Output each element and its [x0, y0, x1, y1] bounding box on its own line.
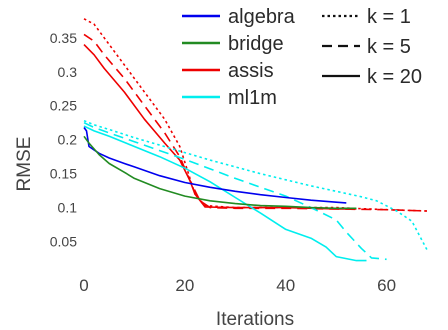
series-line-algebra-k20 [83, 127, 347, 204]
y-tick-label: 0.1 [58, 200, 78, 216]
legend-datasets: algebra bridge assis ml1m [182, 6, 296, 109]
y-tick-label: 0.15 [50, 166, 77, 182]
x-tick-label: 0 [79, 276, 88, 295]
y-tick-label: 0.2 [58, 132, 78, 148]
plot-lines [83, 18, 428, 262]
y-axis-title: RMSE [14, 137, 35, 192]
legend-label-k-3: k = 20 [367, 66, 422, 88]
legend-label-k-1: k = 1 [367, 6, 411, 28]
legend-k-values: k = 1 k = 5 k = 20 [322, 6, 422, 88]
y-tick-label: 0.35 [50, 30, 77, 46]
legend-label-ml1m: ml1m [228, 87, 277, 109]
y-tick-label: 0.25 [50, 98, 77, 114]
legend-background [176, 0, 448, 104]
x-axis-title: Iterations [216, 309, 294, 330]
x-axis-ticks: 0 20 40 60 [79, 276, 396, 295]
x-tick-label: 40 [276, 276, 295, 295]
series-line-ml1m-k5 [83, 121, 387, 261]
legend-label-k-2: k = 5 [367, 36, 411, 58]
legend-label-bridge: bridge [228, 33, 284, 55]
series-line-assis-k1 [83, 18, 428, 212]
series-line-assis-k20 [83, 44, 357, 210]
x-tick-label: 20 [175, 276, 194, 295]
y-tick-label: 0.05 [50, 234, 77, 250]
legend-label-assis: assis [228, 60, 274, 82]
series-line-ml1m-k1 [83, 119, 428, 251]
y-axis-ticks: 0.05 0.1 0.15 0.2 0.25 0.3 0.35 [50, 30, 77, 250]
series-line-bridge-k20 [83, 135, 357, 210]
legend: algebra bridge assis ml1m k = 1 k = 5 k = 20 [176, 0, 448, 109]
y-tick-label: 0.3 [58, 64, 78, 80]
axes: 0.05 0.1 0.15 0.2 0.25 0.3 0.35 0 20 40 60 Iterat… [14, 30, 396, 330]
x-tick-label: 60 [377, 276, 396, 295]
series-line-ml1m-k20 [83, 125, 367, 262]
legend-label-algebra: algebra [228, 6, 296, 28]
